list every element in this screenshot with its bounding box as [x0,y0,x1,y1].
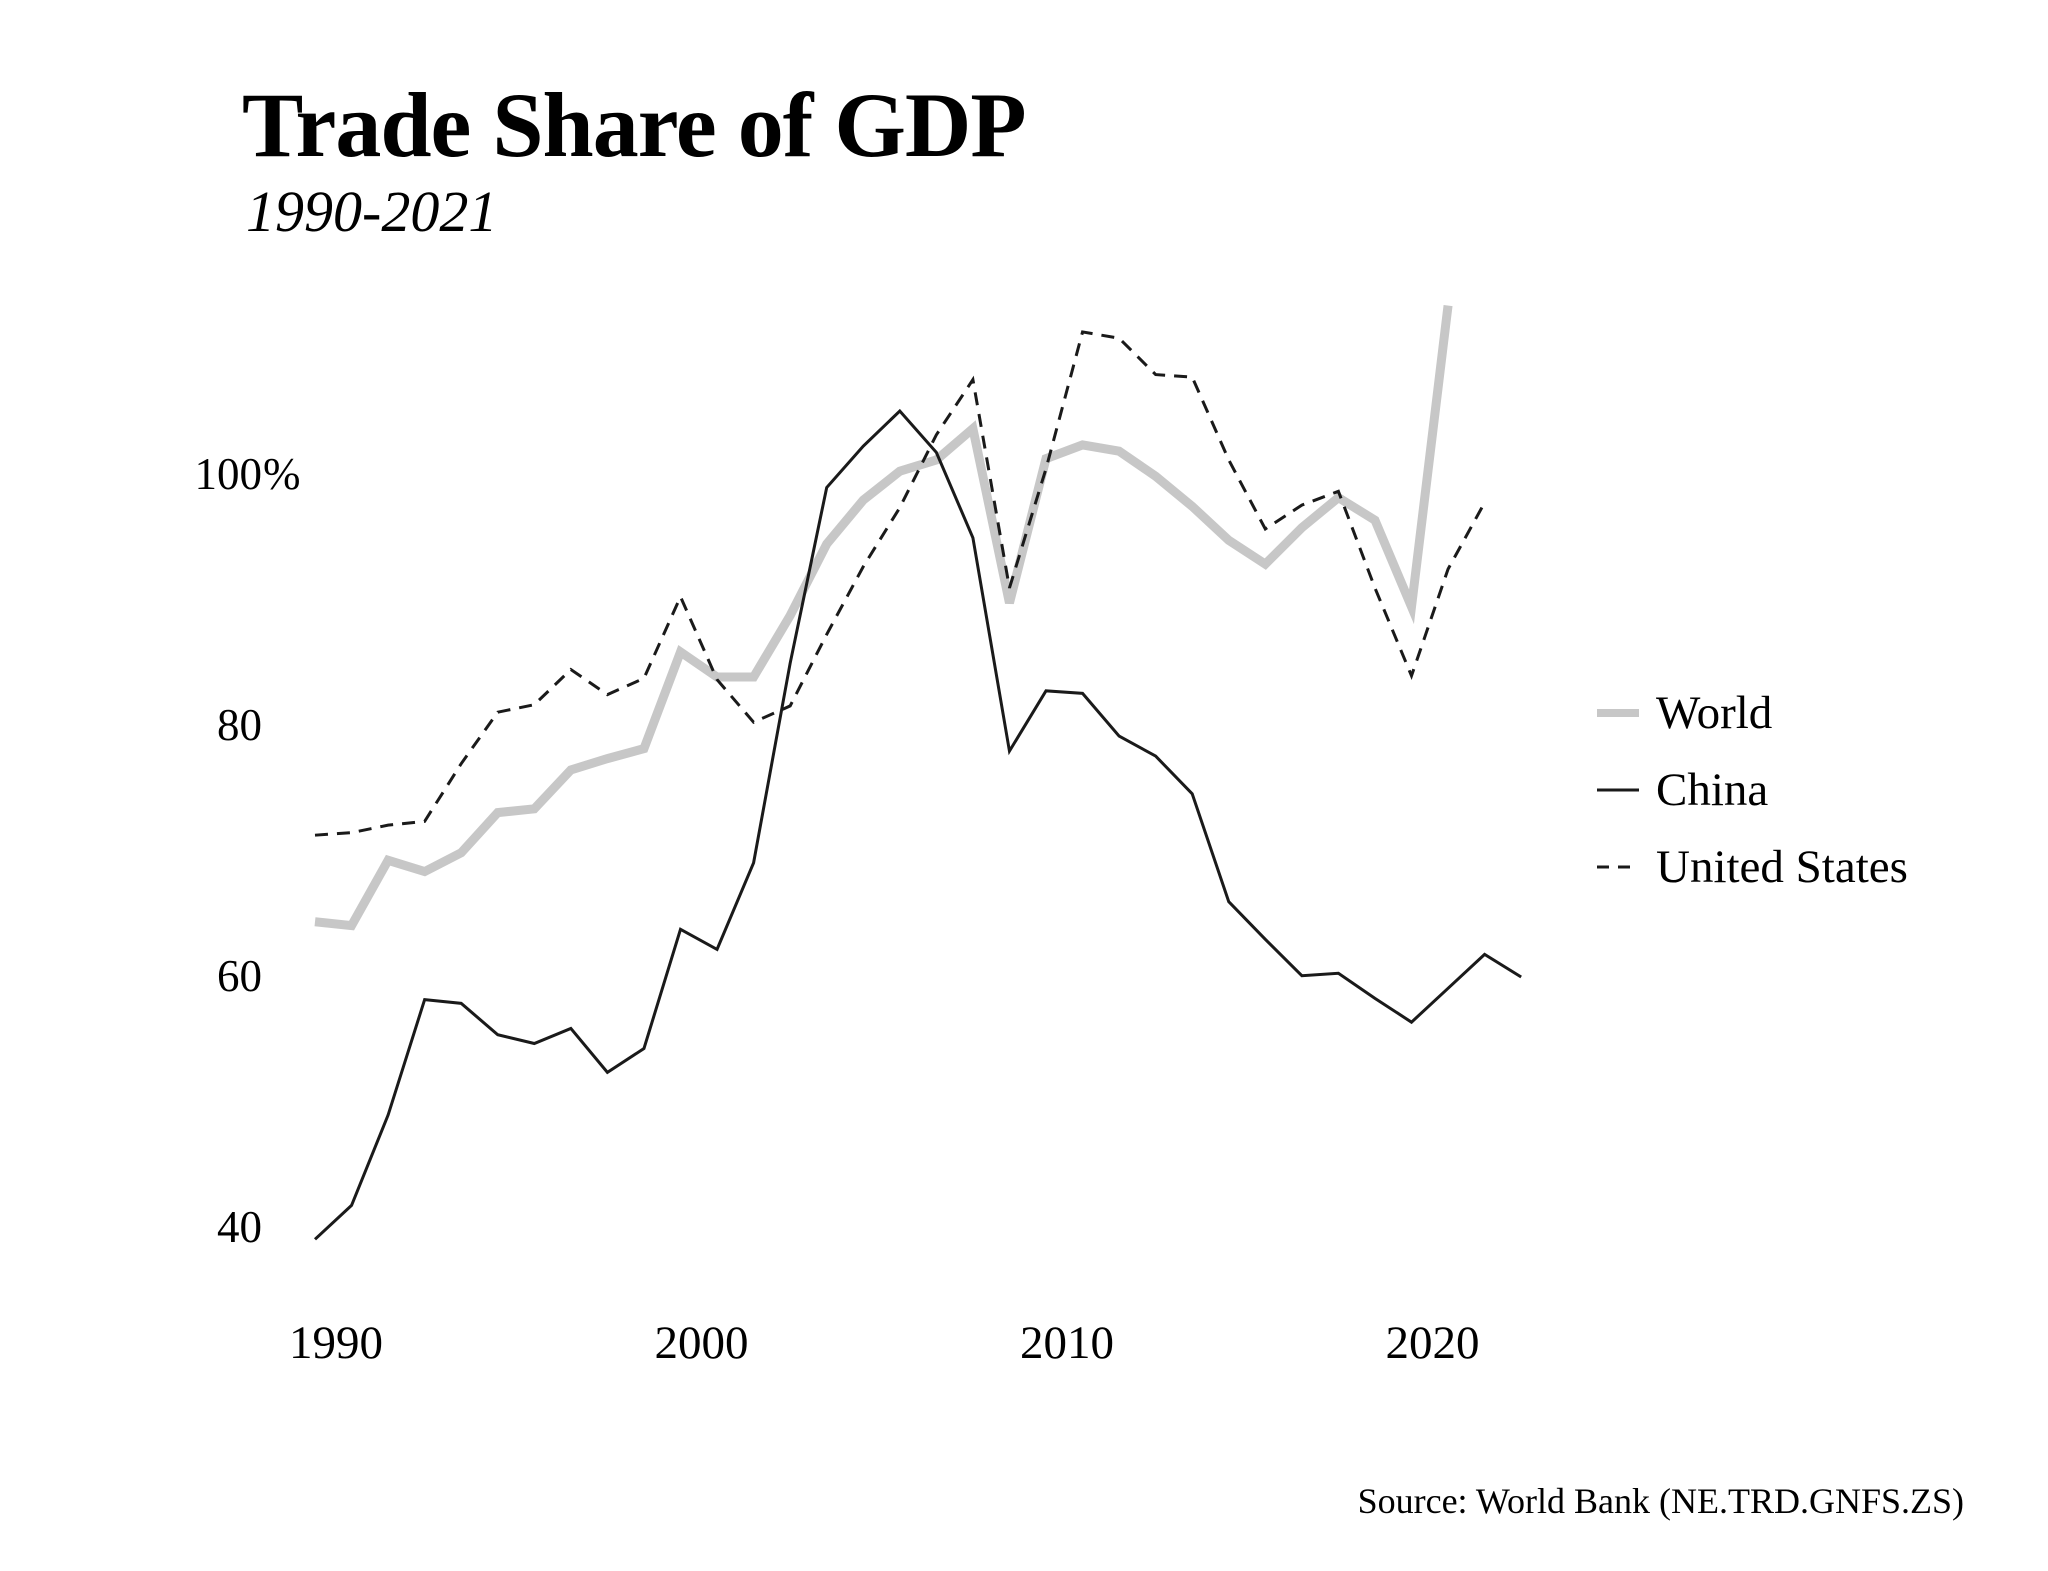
legend: World China United States [1596,674,1908,905]
x-tick-label-2020: 2020 [1385,1317,1480,1369]
world-line [314,305,1453,931]
legend-label-united-states: United States [1656,840,1908,893]
y-tick-label-80: 80 [0,703,262,748]
y-tick-label-100: 100% [0,449,301,499]
legend-swatch-china-icon [1597,788,1639,791]
united-states-line [314,330,1486,837]
legend-label-china: China [1656,763,1769,816]
chart-subtitle: 1990-2021 [246,179,498,244]
x-tick-label-2000: 2000 [654,1317,749,1369]
x-tick-label-2010: 2010 [1020,1317,1114,1369]
x-tick-label-1990: 1990 [289,1317,383,1369]
legend-item-united-states: United States [1596,828,1908,905]
legend-swatch-world-icon [1597,708,1639,717]
y-tick-label-60: 60 [0,954,262,999]
chart-title: Trade Share of GDP [242,74,1027,176]
y-tick-suffix: % [263,449,301,499]
y-tick-value: 40 [217,1202,262,1252]
y-tick-value: 100 [194,449,263,499]
y-tick-label-40: 40 [0,1205,262,1250]
y-tick-value: 60 [217,951,262,1001]
legend-item-china: China [1596,751,1908,828]
legend-label-world: World [1656,686,1773,739]
source-note: Source: World Bank (NE.TRD.GNFS.ZS) [1357,1481,1964,1521]
legend-item-world: World [1596,674,1908,751]
china-line [313,408,1522,1241]
y-tick-value: 80 [217,700,262,750]
legend-swatch-united-states-icon [1597,865,1639,868]
